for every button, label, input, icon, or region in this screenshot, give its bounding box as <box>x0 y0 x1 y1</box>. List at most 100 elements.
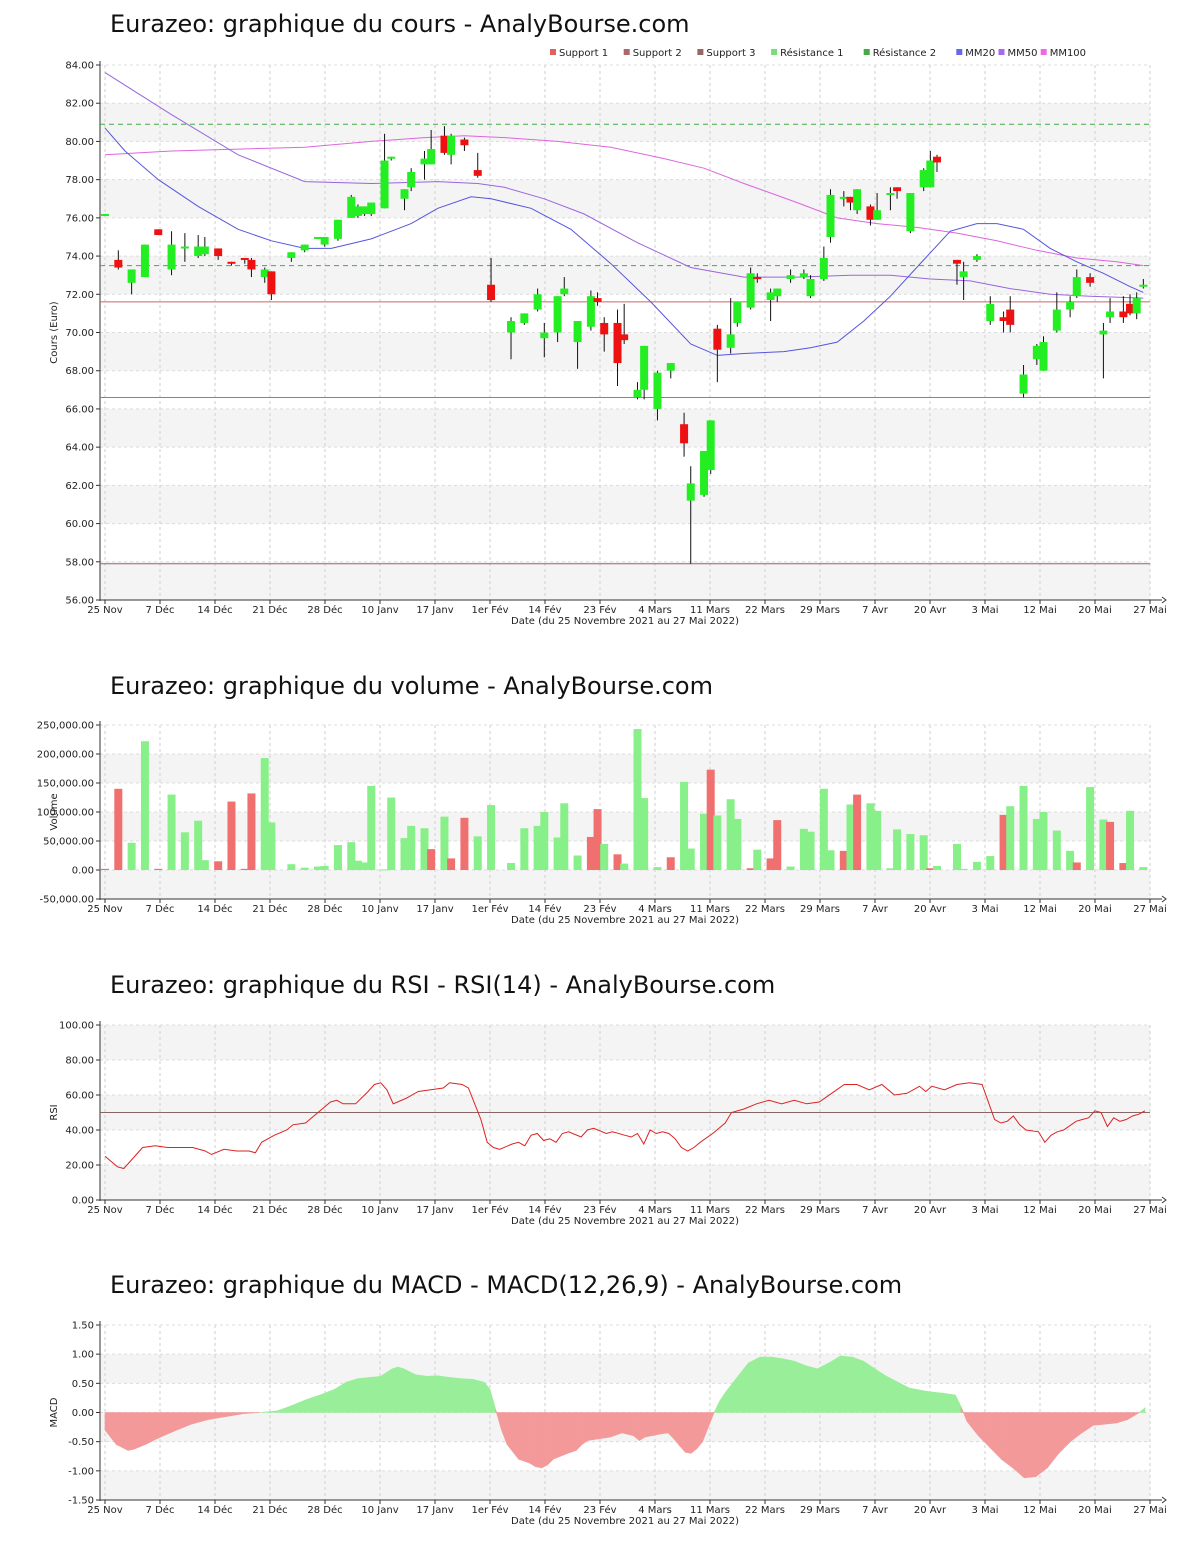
volume-bar <box>1032 818 1041 870</box>
volume-bar <box>959 868 968 870</box>
candle-body <box>866 206 875 220</box>
macd-area-segment <box>851 1356 864 1413</box>
y-tick-label: 56.00 <box>65 596 94 607</box>
x-tick-label: 27 Mai <box>1133 605 1166 616</box>
volume-bar <box>666 857 675 870</box>
candle-body <box>260 269 269 278</box>
x-tick-label: 7 Déc <box>146 604 175 616</box>
macd-area-segment <box>621 1412 634 1437</box>
grid-band <box>100 1165 1150 1200</box>
macd-area-segment <box>633 1412 640 1442</box>
volume-bar <box>726 799 735 870</box>
volume-bar <box>926 868 935 870</box>
candle-body <box>773 288 782 297</box>
macd-area-segment <box>656 1412 669 1436</box>
grid-band <box>100 256 1150 295</box>
y-tick-label: 0.00 <box>72 1408 94 1419</box>
candle-body <box>1119 311 1128 318</box>
volume-bar <box>713 815 722 870</box>
x-tick-label: 27 Mai <box>1133 1205 1166 1216</box>
macd-area-segment <box>1012 1412 1025 1479</box>
candle-body <box>200 246 209 255</box>
candle-body <box>447 135 456 155</box>
macd-area-segment <box>346 1378 359 1413</box>
y-tick-label: 78.00 <box>65 175 94 186</box>
x-tick-label: 7 Avr <box>862 605 889 616</box>
y-tick-label: -0.50 <box>68 1437 94 1448</box>
volume-bar <box>680 781 689 870</box>
volume-chart: 25 Nov 7 Déc 14 Déc 21 Déc 28 Déc 10 Janv 17 J… <box>37 721 1167 926</box>
macd-area-segment <box>552 1412 565 1460</box>
volume-bar <box>507 863 516 870</box>
y-tick-label: 84.00 <box>65 61 94 72</box>
mm50-line <box>104 72 1144 299</box>
macd-area-segment <box>943 1392 956 1413</box>
x-tick-label: 1er Fév <box>471 1204 508 1216</box>
x-axis-arrow <box>1161 596 1167 604</box>
y-axis-label: RSI <box>49 1104 60 1120</box>
candle-body <box>999 317 1008 322</box>
candle-body <box>333 219 342 239</box>
x-tick-label: 29 Mars <box>800 904 840 915</box>
volume-bar <box>1139 867 1148 870</box>
x-tick-label: 20 Mai <box>1078 1505 1111 1516</box>
x-tick-label: 22 Mars <box>745 1205 785 1216</box>
volume-bar <box>427 849 436 870</box>
candle-body <box>214 248 223 257</box>
x-axis-label: Date (du 25 Novembre 2021 au 27 Mai 2022… <box>511 616 739 627</box>
x-tick-label: 14 Déc <box>197 604 232 616</box>
macd-area-segment <box>748 1356 761 1413</box>
grid-band <box>100 485 1150 524</box>
candle-body <box>507 321 516 333</box>
volume-bar <box>127 842 136 870</box>
candle-body <box>473 170 482 176</box>
macd-area-segment <box>598 1412 611 1440</box>
volume-bar <box>320 865 329 870</box>
x-tick-label: 7 Avr <box>862 904 889 915</box>
volume-bar <box>853 794 862 870</box>
macd-area-segment <box>828 1355 841 1413</box>
macd-chart: 25 Nov 7 Déc 14 Déc 21 Déc 28 Déc 10 Janv 17 J… <box>49 1321 1167 1527</box>
candle-body <box>440 135 449 153</box>
volume-bar <box>313 866 322 870</box>
y-axis-label: MACD <box>49 1397 60 1427</box>
candle-body <box>320 236 329 245</box>
candle-body <box>167 244 176 270</box>
x-tick-label: 11 Mars <box>690 1505 730 1516</box>
x-tick-label: 10 Janv <box>361 1505 398 1516</box>
macd-area-segment <box>587 1412 600 1441</box>
x-tick-label: 22 Mars <box>745 605 785 616</box>
macd-area-segment <box>357 1377 370 1413</box>
volume-bar <box>593 809 602 870</box>
x-tick-label: 4 Mars <box>638 1505 672 1516</box>
y-tick-label: 60.00 <box>65 1091 94 1102</box>
candle-body <box>633 389 642 398</box>
legend-label: Support 3 <box>706 48 755 59</box>
legend-swatch <box>863 49 870 55</box>
volume-bar <box>986 856 995 870</box>
y-tick-label: 1.00 <box>72 1350 94 1361</box>
macd-area-segment <box>518 1412 531 1464</box>
candle-body <box>753 277 762 280</box>
y-tick-label: -1.00 <box>68 1466 94 1477</box>
x-tick-label: 7 Déc <box>146 903 175 915</box>
candle-body <box>1139 284 1148 287</box>
candle-body <box>839 196 848 199</box>
volume-bar <box>387 797 396 870</box>
macd-area-segment <box>794 1360 807 1413</box>
candle-body <box>460 139 469 146</box>
volume-bar <box>180 832 189 870</box>
x-tick-label: 20 Avr <box>914 605 947 616</box>
macd-area-segment <box>920 1389 933 1413</box>
macd-area-segment <box>415 1374 428 1413</box>
volume-bar <box>287 864 296 870</box>
volume-bar <box>586 836 595 870</box>
x-tick-label: 22 Mars <box>745 904 785 915</box>
price-chart: 25 Nov 7 Déc 14 Déc 21 Déc 28 Déc 10 Janv 17 J… <box>49 47 1167 627</box>
candle-body <box>300 244 309 251</box>
candle-body <box>573 321 582 343</box>
volume-bar <box>1039 812 1048 870</box>
candle-body <box>972 256 981 260</box>
candle-body <box>240 257 249 260</box>
volume-bar <box>806 831 815 870</box>
